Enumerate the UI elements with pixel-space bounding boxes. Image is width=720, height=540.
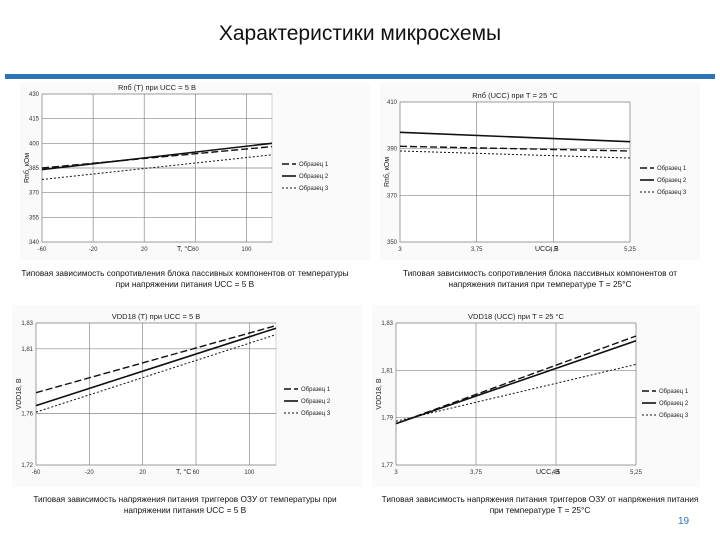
slide-title: Характеристики микросхемы	[218, 22, 502, 45]
legend-label-3: Образец 3	[301, 411, 331, 417]
y-tick-label: 385	[29, 166, 40, 172]
y-tick-label: 1,76	[21, 411, 33, 417]
series-line-1	[41, 145, 273, 169]
plot-area	[399, 101, 631, 243]
x-tick-label: 3,75	[470, 470, 482, 476]
x-tick-label: 100	[241, 247, 252, 253]
chart-panel-vdd18-vs-temperature: -60 -20 20 60 100 1,72 1,76 1,81 1,83 VDD18 (T) п…	[12, 305, 362, 487]
series-line-3	[41, 154, 273, 180]
y-tick-label: 410	[387, 100, 398, 106]
x-tick-label: 4,5	[549, 247, 558, 253]
y-tick-label: 1,79	[381, 416, 393, 422]
y-tick-label: 390	[387, 147, 398, 153]
y-axis-label: Rпб, кОм	[23, 153, 31, 183]
y-tick-label: 1,77	[381, 463, 393, 469]
x-tick-label: -20	[85, 470, 94, 476]
legend-label-3: Образец 3	[299, 186, 329, 192]
chart-title: VDD18 (T) при UCC = 5 В	[112, 312, 200, 321]
legend-label-1: Образец 1	[299, 162, 329, 168]
caption-chart-2: Типовая зависимость сопротивления блока …	[402, 268, 678, 289]
y-tick-label: 1,81	[21, 347, 33, 353]
chart-panel-resistance-vs-temperature: -60 -20 20 60 100 340 355 370 385 400 415 430 Rпб (T…	[20, 82, 370, 260]
y-tick-label: 350	[387, 240, 398, 246]
x-axis-label: T, °C	[177, 245, 192, 253]
caption-chart-1: Типовая зависимость сопротивления блока …	[21, 268, 349, 289]
y-axis-label: Rпб, кОм	[383, 157, 391, 187]
series-line-2	[395, 340, 637, 425]
y-tick-label: 430	[29, 92, 40, 98]
series-line-2	[35, 327, 277, 407]
x-axis-label: UCC, В	[536, 469, 560, 476]
y-tick-label: 400	[29, 141, 40, 147]
legend-label-2: Образец 2	[299, 174, 329, 180]
y-tick-label: 1,72	[21, 463, 33, 469]
y-axis-label: VDD18, В	[16, 378, 23, 409]
chart-title: Rпб (T) при UCC = 5 В	[118, 83, 196, 92]
x-tick-label: 3	[394, 470, 398, 476]
y-tick-label: 340	[29, 240, 40, 246]
x-tick-label: 20	[141, 247, 148, 253]
x-tick-label: 4,5	[552, 470, 561, 476]
x-tick-label: 3	[398, 247, 402, 253]
chart-vdd18-vs-temperature: -60 -20 20 60 100 1,72 1,76 1,81 1,83 VDD18 (T) п…	[16, 312, 331, 476]
chart-title: Rпб (UCC) при T = 25 °C	[472, 91, 558, 100]
series-line-3	[395, 363, 637, 422]
legend-label-1: Образец 1	[301, 387, 331, 393]
y-tick-label: 355	[29, 215, 40, 221]
chart-panel-vdd18-vs-voltage: 3 3,75 4,5 5,25 1,77 1,79 1,81 1,83 VDD18 (UCC) …	[372, 305, 700, 487]
x-tick-label: 20	[139, 470, 146, 476]
x-tick-label: -60	[32, 470, 41, 476]
title-underline-bar	[5, 74, 715, 79]
series-line-2	[41, 142, 273, 171]
legend-label-2: Образец 2	[657, 178, 687, 184]
chart-resistance-vs-temperature: -60 -20 20 60 100 340 355 370 385 400 415 430 Rпб (T…	[23, 83, 329, 253]
chart-vdd18-vs-voltage: 3 3,75 4,5 5,25 1,77 1,79 1,81 1,83 VDD18 (UCC) …	[376, 312, 689, 476]
x-tick-label: -20	[89, 247, 98, 253]
legend-label-3: Образец 3	[657, 190, 687, 196]
x-axis-label: T, °C	[176, 468, 191, 476]
y-tick-label: 370	[29, 191, 40, 197]
chart-panel-resistance-vs-voltage: 3 3,75 4,5 5,25 350 370 390 410 Rпб (UCC) при T …	[380, 82, 700, 260]
chart-resistance-vs-voltage: 3 3,75 4,5 5,25 350 370 390 410 Rпб (UCC) при T …	[383, 91, 687, 253]
plot-area	[35, 322, 277, 466]
x-tick-label: -60	[38, 247, 47, 253]
chart-title: VDD18 (UCC) при T = 25 °C	[468, 312, 565, 321]
legend-label-3: Образец 3	[659, 413, 689, 419]
x-tick-label: 5,25	[624, 247, 636, 253]
x-axis-label: UCC, В	[535, 246, 559, 253]
plot-area	[395, 322, 637, 466]
y-tick-label: 1,83	[381, 321, 393, 327]
x-tick-label: 5,25	[630, 470, 642, 476]
legend-label-1: Образец 1	[659, 389, 689, 395]
series-line-1	[399, 145, 631, 152]
series-line-1	[35, 324, 277, 394]
page-number: 19	[678, 516, 690, 527]
x-tick-label: 60	[192, 247, 199, 253]
y-tick-label: 1,83	[21, 321, 33, 327]
caption-chart-4: Типовая зависимость напряжения питания т…	[381, 494, 699, 515]
x-tick-label: 60	[193, 470, 200, 476]
x-tick-label: 100	[244, 470, 255, 476]
y-tick-label: 370	[387, 193, 398, 199]
y-tick-label: 415	[29, 117, 40, 123]
legend-label-2: Образец 2	[301, 399, 331, 405]
series-line-2	[399, 131, 631, 143]
legend-label-2: Образец 2	[659, 401, 689, 407]
x-tick-label: 3,75	[471, 247, 483, 253]
caption-chart-3: Типовая зависимость напряжения питания т…	[33, 494, 337, 515]
legend-label-1: Образец 1	[657, 166, 687, 172]
y-axis-label: VDD18, В	[376, 378, 383, 409]
y-tick-label: 1,81	[381, 368, 393, 374]
